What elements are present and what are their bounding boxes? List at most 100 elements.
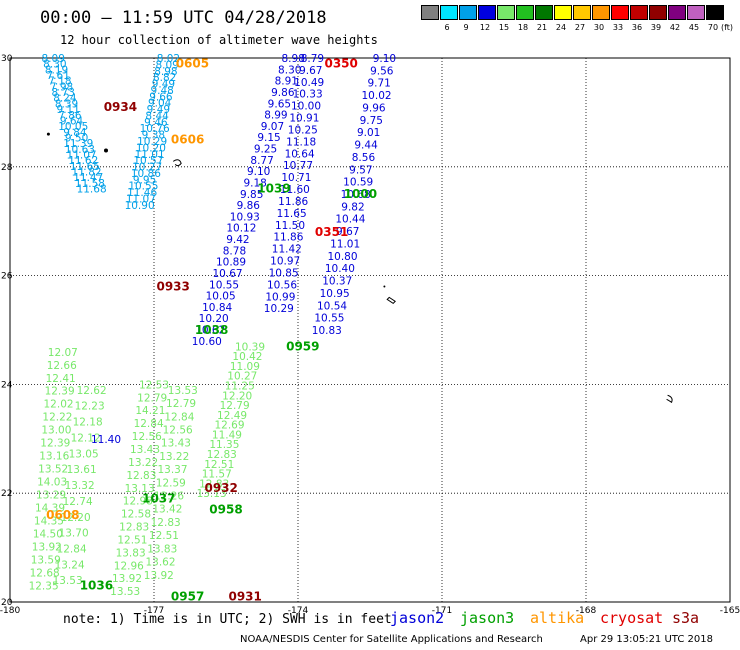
footer-note: note: 1) Time is in UTC; 2) SWH is in fe… bbox=[63, 612, 392, 627]
swh-value: 9.07 bbox=[261, 121, 284, 133]
plot-frame bbox=[9, 57, 731, 603]
swh-value: 10.95 bbox=[320, 288, 350, 300]
pass-time-label: 0932 bbox=[204, 481, 237, 495]
swh-value: 13.92 bbox=[32, 542, 62, 554]
swh-value: 9.44 bbox=[354, 140, 378, 152]
swh-value: 11.39 bbox=[63, 138, 93, 150]
swh-value: 12.02 bbox=[44, 399, 74, 411]
pass-time-label: 0931 bbox=[228, 590, 261, 604]
legend-swatch bbox=[630, 5, 648, 20]
legend-label: 24 bbox=[555, 23, 567, 32]
swh-value: 10.56 bbox=[267, 279, 297, 291]
swh-value: 8.24 bbox=[53, 93, 77, 105]
legend-label: 30 bbox=[593, 23, 605, 32]
swh-value: 11.07 bbox=[67, 150, 97, 162]
swh-value: 9.50 bbox=[65, 132, 88, 144]
legend-label: 21 bbox=[536, 23, 548, 32]
swh-value: 13.92 bbox=[112, 573, 142, 585]
swh-value: 10.77 bbox=[283, 160, 313, 172]
swh-value: 10.33 bbox=[293, 89, 323, 101]
swh-value: 8.99 bbox=[264, 110, 287, 122]
swh-value: 13.59 bbox=[31, 555, 61, 567]
swh-value: 14.39 bbox=[35, 503, 65, 515]
swh-value: 13.22 bbox=[159, 451, 189, 463]
legend-label: 6 bbox=[444, 23, 450, 32]
swh-value: 7.86 bbox=[58, 110, 82, 122]
swh-value: 10.05 bbox=[58, 121, 88, 133]
swh-value: 14.03 bbox=[37, 477, 67, 489]
swh-value: 12.68 bbox=[30, 568, 60, 580]
swh-value: 13.52 bbox=[38, 464, 68, 476]
swh-value: 9.04 bbox=[148, 98, 172, 110]
y-tick-label: 26 bbox=[1, 272, 13, 282]
swh-value: 14.35 bbox=[34, 516, 64, 528]
legend-swatch bbox=[706, 5, 724, 20]
island-dot bbox=[46, 132, 50, 136]
swh-value: 13.24 bbox=[55, 559, 85, 571]
legend-unit: (ft) bbox=[721, 23, 734, 32]
swh-value: 11.82 bbox=[72, 167, 102, 179]
swh-value: 12.58 bbox=[121, 509, 151, 521]
swh-value: 10.29 bbox=[264, 303, 294, 315]
swh-value: 13.05 bbox=[69, 448, 99, 460]
swh-value: 12.66 bbox=[47, 360, 77, 372]
legend-label: 39 bbox=[650, 23, 662, 32]
swh-value: 10.63 bbox=[65, 144, 95, 156]
swh-value: 12.83 bbox=[126, 470, 156, 482]
swh-value: 12.56 bbox=[132, 431, 162, 443]
x-tick-label: -180 bbox=[0, 606, 20, 616]
swh-value: 8.39 bbox=[55, 98, 78, 110]
swh-value: 12.07 bbox=[48, 347, 78, 359]
swh-value: 10.40 bbox=[325, 263, 355, 275]
swh-value: 13.37 bbox=[157, 464, 187, 476]
swh-value: 12.84 bbox=[134, 418, 164, 430]
swh-value: 10.20 bbox=[199, 313, 229, 325]
swh-value: 7.61 bbox=[47, 70, 70, 82]
satellite-s3a: s3a bbox=[672, 609, 700, 627]
swh-value: 8.78 bbox=[223, 245, 246, 257]
swh-value: 12.39 bbox=[40, 438, 70, 450]
credit-line: NOAA/NESDIS Center for Satellite Applica… bbox=[240, 634, 543, 645]
swh-value: 13.13 bbox=[197, 488, 227, 500]
swh-value: 10.42 bbox=[232, 351, 262, 363]
swh-value: 12.35 bbox=[29, 581, 59, 593]
legend-label: 70 bbox=[707, 23, 719, 32]
swh-value: 11.60 bbox=[280, 184, 310, 196]
island-outline bbox=[666, 394, 673, 404]
satellite-cryosat: cryosat bbox=[600, 609, 664, 627]
legend-swatch bbox=[535, 5, 553, 20]
swh-value: 9.15 bbox=[257, 132, 280, 144]
swh-value: 10.57 bbox=[133, 155, 163, 167]
pass-time-label: 0351 bbox=[315, 225, 348, 239]
swh-value: 10.27 bbox=[132, 162, 162, 174]
swh-value: 13.70 bbox=[59, 528, 89, 540]
island-outline bbox=[386, 296, 396, 305]
y-tick-label: 24 bbox=[1, 380, 13, 390]
swh-value: 12.22 bbox=[42, 412, 72, 424]
swh-value: 10.67 bbox=[213, 268, 243, 280]
swh-value: 8.44 bbox=[145, 110, 169, 122]
swh-value: 13.32 bbox=[65, 480, 95, 492]
swh-value: 8.19 bbox=[45, 64, 68, 76]
swh-value: 9.38 bbox=[142, 130, 165, 142]
swh-value: 12.83 bbox=[151, 517, 181, 529]
swh-value: 9.48 bbox=[150, 85, 173, 97]
legend-label: 42 bbox=[669, 23, 681, 32]
swh-value: 10.86 bbox=[131, 168, 161, 180]
swh-value: 10.12 bbox=[226, 223, 256, 235]
swh-value: 10.37 bbox=[322, 276, 352, 288]
swh-value: 12.74 bbox=[63, 496, 93, 508]
swh-value: 10.44 bbox=[335, 214, 365, 226]
swh-value: 12.84 bbox=[164, 411, 194, 423]
pass-time-label: 1038 bbox=[195, 323, 228, 337]
swh-value: 8.56 bbox=[352, 152, 376, 164]
swh-value: 10.84 bbox=[202, 302, 232, 314]
swh-value: 9.49 bbox=[147, 104, 170, 116]
swh-value: 10.91 bbox=[289, 113, 319, 125]
pass-time-label: 0350 bbox=[324, 56, 357, 70]
swh-value: 12.96 bbox=[114, 560, 144, 572]
swh-value: 13.92 bbox=[144, 570, 174, 582]
swh-value: 11.49 bbox=[212, 429, 242, 441]
swh-value: 13.53 bbox=[168, 385, 198, 397]
island-outline bbox=[172, 159, 182, 167]
